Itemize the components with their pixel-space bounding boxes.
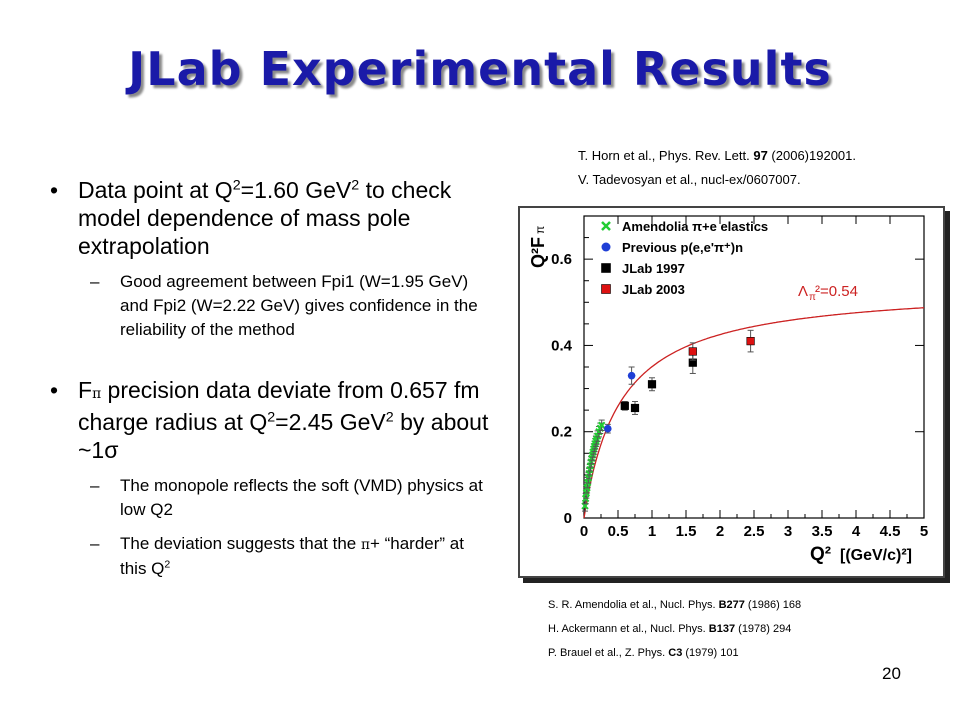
bullet-2-text: Fπ precision data deviate from 0.657 fm … [78, 377, 489, 463]
x-tick-label: 0.5 [608, 523, 629, 540]
y-axis-label-subscript: π [533, 226, 547, 234]
slide-title: JLab Experimental Results [128, 42, 832, 96]
data-point-jlab1997 [647, 380, 657, 389]
x-tick-label: 3.5 [812, 523, 833, 540]
legend-label: JLab 1997 [622, 261, 685, 276]
data-point-amendolia [597, 421, 606, 429]
bullet-marker: • [50, 377, 59, 403]
legend-label: Previous p(e,e'π⁺)n [622, 240, 743, 255]
bullet-marker: • [50, 177, 59, 203]
data-point-previous [627, 371, 636, 380]
reference-ackermann: H. Ackermann et al., Nucl. Phys. B137 (1… [548, 623, 792, 635]
legend-label: Amendolia π+e elastics [622, 219, 768, 234]
bullet-2: • Fπ precision data deviate from 0.657 f… [50, 376, 490, 464]
y-tick-label: 0.2 [551, 424, 572, 441]
x-tick-label: 2 [716, 523, 724, 540]
x-tick-label: 0 [580, 523, 588, 540]
x-tick-label: 4 [852, 523, 861, 540]
chart-frame: 0 0.5 1 1.5 2 2.5 3 3.5 4 4.5 5 0 0.2 0.4 0.6 Q²F π Q² [(G… [518, 206, 945, 578]
x-tick-label: 3 [784, 523, 792, 540]
legend-label: JLab 2003 [622, 282, 685, 297]
sub-bullet-3-text: The deviation suggests that the π+ “hard… [120, 534, 464, 578]
data-point-jlab1997 [630, 403, 640, 413]
sub-bullet-2: – The monopole reflects the soft (VMD) p… [50, 474, 490, 522]
data-point-jlab2003 [688, 347, 697, 356]
bullet-1-text: Data point at Q2=1.60 GeV2 to check mode… [78, 177, 452, 259]
y-tick-label: 0 [564, 510, 572, 527]
legend-marker [601, 263, 611, 273]
x-tick-label: 2.5 [744, 523, 765, 540]
data-point-jlab2003 [746, 337, 755, 346]
monopole-curve [583, 307, 925, 519]
legend-marker-amendolia [601, 221, 611, 231]
data-point-previous [604, 424, 612, 433]
curve-label: Λ [798, 283, 808, 300]
reference-amendolia: S. R. Amendolia et al., Nucl. Phys. B277… [548, 599, 802, 611]
reference-horn: T. Horn et al., Phys. Rev. Lett. 97 (200… [578, 148, 856, 163]
x-tick-label: 4.5 [880, 523, 901, 540]
bullet-list: • Data point at Q2=1.60 GeV2 to check mo… [50, 176, 490, 581]
x-tick-label: 1.5 [676, 523, 697, 540]
x-tick-label: 5 [920, 523, 928, 540]
reference-tadevosyan: V. Tadevosyan et al., nucl-ex/0607007. [578, 172, 801, 187]
y-tick-label: 0.4 [551, 337, 573, 354]
data-point-jlab1997 [620, 401, 629, 410]
sub-bullet-1: – Good agreement between Fpi1 (W=1.95 Ge… [50, 270, 490, 342]
dash-marker: – [90, 534, 100, 553]
x-axis-label: Q² [810, 544, 831, 565]
x-axis-unit: [(GeV/c)²] [840, 547, 912, 564]
dash-marker: – [90, 476, 100, 495]
curve-label-subscript: π [809, 292, 816, 303]
y-axis-label: Q²F [528, 237, 548, 268]
y-tick-label: 0.6 [551, 251, 572, 268]
page-number: 20 [882, 664, 901, 683]
x-tick-label: 1 [648, 523, 656, 540]
sub-bullet-3: – The deviation suggests that the π+ “ha… [50, 532, 490, 581]
dash-marker: – [90, 272, 100, 291]
legend-marker [601, 284, 611, 294]
bullet-1: • Data point at Q2=1.60 GeV2 to check mo… [50, 176, 490, 260]
reference-brauel: P. Brauel et al., Z. Phys. C3 (1979) 101 [548, 647, 739, 659]
legend-marker-previous [601, 242, 611, 252]
curve-label-value: ²=0.54 [815, 283, 858, 300]
sub-bullet-1-text: Good agreement between Fpi1 (W=1.95 GeV)… [120, 272, 478, 339]
sub-bullet-2-text: The monopole reflects the soft (VMD) phy… [120, 476, 483, 519]
